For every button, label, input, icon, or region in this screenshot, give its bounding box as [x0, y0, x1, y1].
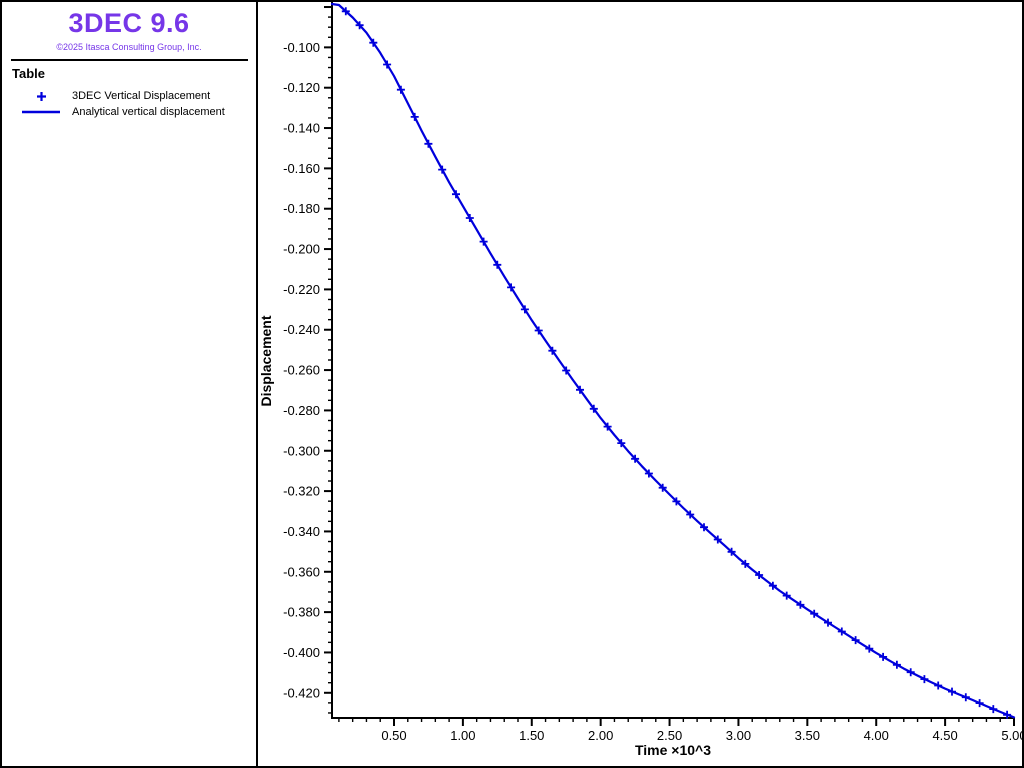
x-tick-label: 4.50	[932, 728, 957, 743]
x-tick-label: 2.00	[588, 728, 613, 743]
x-tick-label: 0.50	[381, 728, 406, 743]
legend: Table 3DEC Vertical Displacement Analyti…	[2, 66, 256, 120]
x-tick-label: 3.50	[795, 728, 820, 743]
x-tick-label: 1.00	[450, 728, 475, 743]
y-tick-label: -0.380	[283, 605, 320, 620]
y-tick-label: -0.240	[283, 322, 320, 337]
x-axis-title: Time ×10^3	[635, 742, 711, 758]
app-title: 3DEC 9.6	[68, 8, 190, 38]
y-tick-label: -0.360	[283, 564, 320, 579]
chart-canvas[interactable]: 0.50 1.00 1.50 2.00 2.50 3.00 3.50 4.00 4.50 5.00…	[258, 2, 1022, 766]
sidebar-divider	[11, 59, 248, 61]
y-tick-label: -0.140	[283, 121, 320, 136]
y-tick-label: -0.120	[283, 80, 320, 95]
dec3-data-markers	[341, 7, 1012, 719]
y-tick-label: -0.400	[283, 645, 320, 660]
legend-item-label: 3DEC Vertical Displacement	[72, 90, 211, 102]
analytical-curve	[330, 2, 1016, 719]
x-tick-label: 4.00	[864, 728, 889, 743]
x-tick-label: 5.00	[1001, 728, 1022, 743]
y-tick-label: -0.260	[283, 363, 320, 378]
x-tick-label: 1.50	[519, 728, 544, 743]
x-tick-label: 2.50	[657, 728, 682, 743]
y-tick-label: -0.160	[283, 161, 320, 176]
y-tick-label: -0.180	[283, 201, 320, 216]
legend-item-analytical: Analytical vertical displacement	[2, 104, 256, 120]
y-axis-title: Displacement	[258, 315, 274, 406]
legend-heading: Table	[12, 66, 45, 81]
y-tick-label: -0.280	[283, 403, 320, 418]
y-tick-label: -0.200	[283, 242, 320, 257]
x-tick-label: 3.00	[726, 728, 751, 743]
chart-area[interactable]: 0.50 1.00 1.50 2.00 2.50 3.00 3.50 4.00 4.50 5.00…	[258, 2, 1022, 766]
y-tick-label: -0.420	[283, 685, 320, 700]
y-tick-label: -0.220	[283, 282, 320, 297]
legend-item-label: Analytical vertical displacement	[72, 106, 225, 118]
line-marker-icon	[19, 109, 63, 115]
legend-item-3dec: 3DEC Vertical Displacement	[2, 88, 256, 104]
y-tick-label: -0.340	[283, 524, 320, 539]
y-tick-label: -0.320	[283, 484, 320, 499]
sidebar: 3DEC 9.6 ©2025 Itasca Consulting Group, …	[2, 2, 258, 766]
copyright-text: ©2025 Itasca Consulting Group, Inc.	[56, 42, 202, 52]
y-tick-label: -0.300	[283, 443, 320, 458]
plus-marker-icon	[19, 91, 63, 102]
y-tick-label: -0.100	[283, 40, 320, 55]
